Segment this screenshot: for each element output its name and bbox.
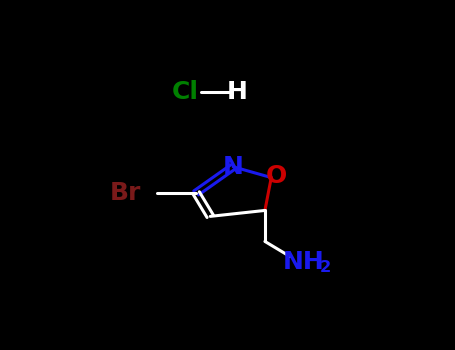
Text: Cl: Cl — [172, 80, 199, 104]
Text: Br: Br — [110, 181, 142, 205]
Text: O: O — [266, 164, 287, 188]
Text: 2: 2 — [319, 260, 331, 275]
Text: N: N — [223, 155, 243, 179]
Text: NH: NH — [283, 250, 324, 274]
Text: H: H — [226, 80, 247, 104]
